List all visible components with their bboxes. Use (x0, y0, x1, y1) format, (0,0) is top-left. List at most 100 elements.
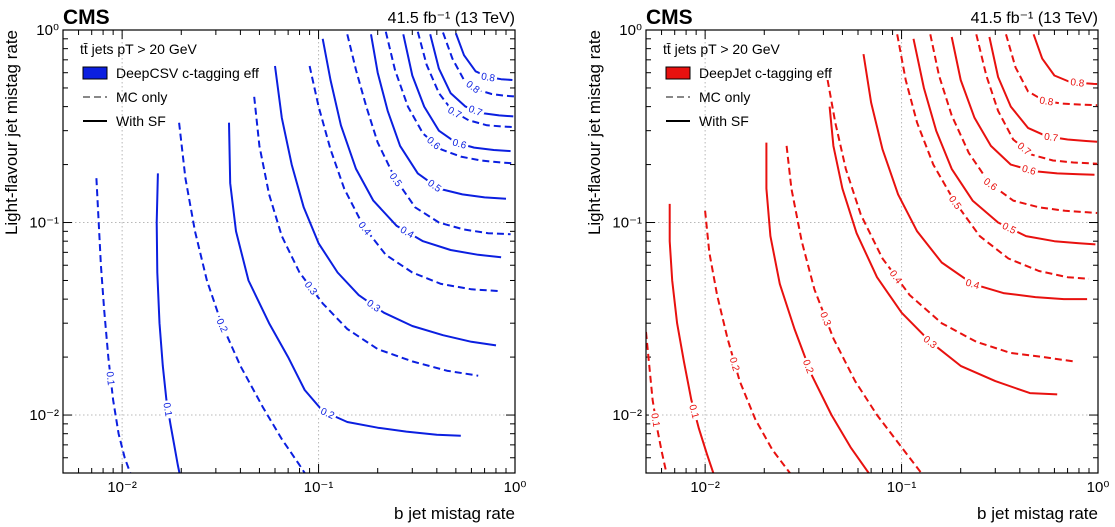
contour-label-bg (316, 404, 339, 423)
contour-label-bg (449, 135, 470, 152)
x-axis-title: b jet mistag rate (394, 504, 515, 523)
contour-label-bg (464, 101, 487, 120)
legend-entry: DeepJet c-tagging eff (699, 65, 832, 81)
legend-swatch-fill (82, 66, 108, 80)
x-tick-label: 10⁻² (690, 479, 720, 496)
legend-entry: DeepCSV c-tagging eff (116, 65, 259, 81)
panel-right: 10⁻² 10⁻¹ 10⁰ 10⁻² 10⁻¹ 10⁰ b jet mistag rate L… (585, 6, 1109, 523)
contour-line-0.3-with-sf (828, 106, 1058, 396)
y-tick-label: 10⁻² (29, 407, 59, 424)
x-tick-label: 10⁻² (107, 479, 137, 496)
contour-line-0.6-mc-only (384, 31, 514, 165)
contour-label: 0.1 (648, 412, 661, 428)
contour-label: 0.1 (686, 403, 700, 420)
contour-label-bg (462, 76, 484, 97)
legend-entry: MC only (699, 89, 750, 105)
contour-label-bg (213, 314, 232, 336)
lumi-label: 41.5 fb⁻¹ (13 TeV) (388, 10, 515, 27)
grid (63, 30, 515, 473)
legend: tt̄ jets pT > 20 GeV DeepCSV c-tagging ef… (80, 41, 259, 129)
contour-line-0.7-mc-only (975, 34, 1098, 165)
contour-label-bg (962, 275, 983, 293)
contour-label: 0.7 (467, 104, 484, 119)
legend-header: tt̄ jets pT > 20 GeV (80, 41, 198, 57)
contour-label: 0.2 (319, 406, 337, 422)
contour-line-0.5-with-sf (912, 38, 1096, 246)
contour-label-bg (919, 331, 942, 353)
grid (646, 30, 1098, 473)
legend-header: tt̄ jets pT > 20 GeV (663, 41, 781, 57)
contour-label-bg (1041, 129, 1061, 145)
contour-label: 0.2 (214, 317, 230, 335)
contour-label-bg (1067, 75, 1087, 90)
contour-line-0.1-mc-only (646, 331, 668, 473)
contour-label: 0.6 (451, 137, 468, 151)
contour-line-0.4-with-sf (862, 53, 1088, 301)
contour-label-bg (423, 132, 445, 154)
contour-line-0.7-with-sf (988, 36, 1098, 143)
contour-line-0.1-mc-only (95, 178, 132, 473)
contour-label-bg (444, 102, 466, 122)
ticks (645, 29, 1099, 474)
contour-label-bg (1036, 93, 1057, 109)
contour-line-0.6-with-sf (402, 34, 511, 153)
contour-line-0.2-mc-only (704, 210, 792, 473)
contour-label-bg (385, 168, 407, 191)
legend: tt̄ jets pT > 20 GeV DeepJet c-tagging ef… (663, 41, 832, 129)
contour-label-bg (799, 355, 818, 377)
contour-label: 0.2 (800, 358, 815, 375)
contour-label-bg (300, 277, 322, 299)
contour-label-bg (1018, 161, 1040, 179)
contour-label-bg (726, 353, 744, 375)
contour-line-0.1-with-sf (155, 173, 181, 473)
contour-label: 0.4 (964, 278, 981, 293)
contour-label-bg (1013, 138, 1036, 159)
contour-line-0.3-mc-only (785, 145, 923, 473)
contour-line-0.6-with-sf (950, 36, 1095, 176)
y-axis-title: Light-flavour jet mistag rate (585, 30, 604, 235)
contour-label-bg (686, 401, 703, 422)
legend-entry: With SF (699, 113, 749, 129)
x-tick-label: 10⁻¹ (887, 479, 917, 496)
contour-label: 0.1 (160, 402, 173, 418)
lumi-label: 41.5 fb⁻¹ (13 TeV) (971, 10, 1098, 27)
contour-line-0.2-with-sf (228, 122, 461, 437)
contour-label-bg (979, 173, 1002, 195)
contour-label-bg (648, 410, 664, 430)
legend-entry: With SF (116, 113, 166, 129)
contour-line-0.2-with-sf (765, 142, 870, 473)
y-tick-label: 10⁰ (619, 22, 642, 39)
contour-line-0.8-with-sf (1032, 33, 1098, 85)
contour-label-bg (885, 265, 907, 288)
contour-label-bg (103, 368, 118, 389)
contour-label-bg (478, 69, 499, 85)
contour-curves (646, 33, 1098, 473)
contour-curves (95, 31, 515, 473)
contour-line-0.4-mc-only (826, 79, 1074, 363)
contour-line-0.7-with-sf (429, 34, 514, 118)
contour-label-bg (816, 308, 835, 330)
y-tick-label: 10⁻² (612, 407, 642, 424)
contour-line-0.3-with-sf (274, 65, 497, 347)
contour-line-0.4-mc-only (308, 65, 502, 293)
y-axis-title: Light-flavour jet mistag rate (2, 30, 21, 235)
legend-swatch-fill (665, 66, 691, 80)
contour-label: 0.2 (727, 356, 742, 373)
contour-label: 0.6 (1021, 164, 1038, 179)
contour-label: 0.8 (480, 71, 496, 84)
contour-line-0.1-with-sf (668, 203, 715, 473)
panel-left: 10⁻² 10⁻¹ 10⁰ 10⁻² 10⁻¹ 10⁰ b jet mistag rate L… (2, 6, 526, 523)
legend-entry: MC only (116, 89, 167, 105)
contour-label-bg (160, 399, 176, 420)
contour-line-0.5-mc-only (896, 34, 1090, 280)
contour-label: 0.7 (1043, 132, 1059, 145)
contour-line-0.3-mc-only (253, 96, 479, 377)
x-tick-label: 10⁻¹ (304, 479, 334, 496)
contour-label: 0.8 (1070, 77, 1085, 89)
contour-label: 0.3 (817, 311, 832, 328)
contour-label: 0.1 (103, 371, 116, 386)
contour-label-bg (945, 191, 966, 214)
